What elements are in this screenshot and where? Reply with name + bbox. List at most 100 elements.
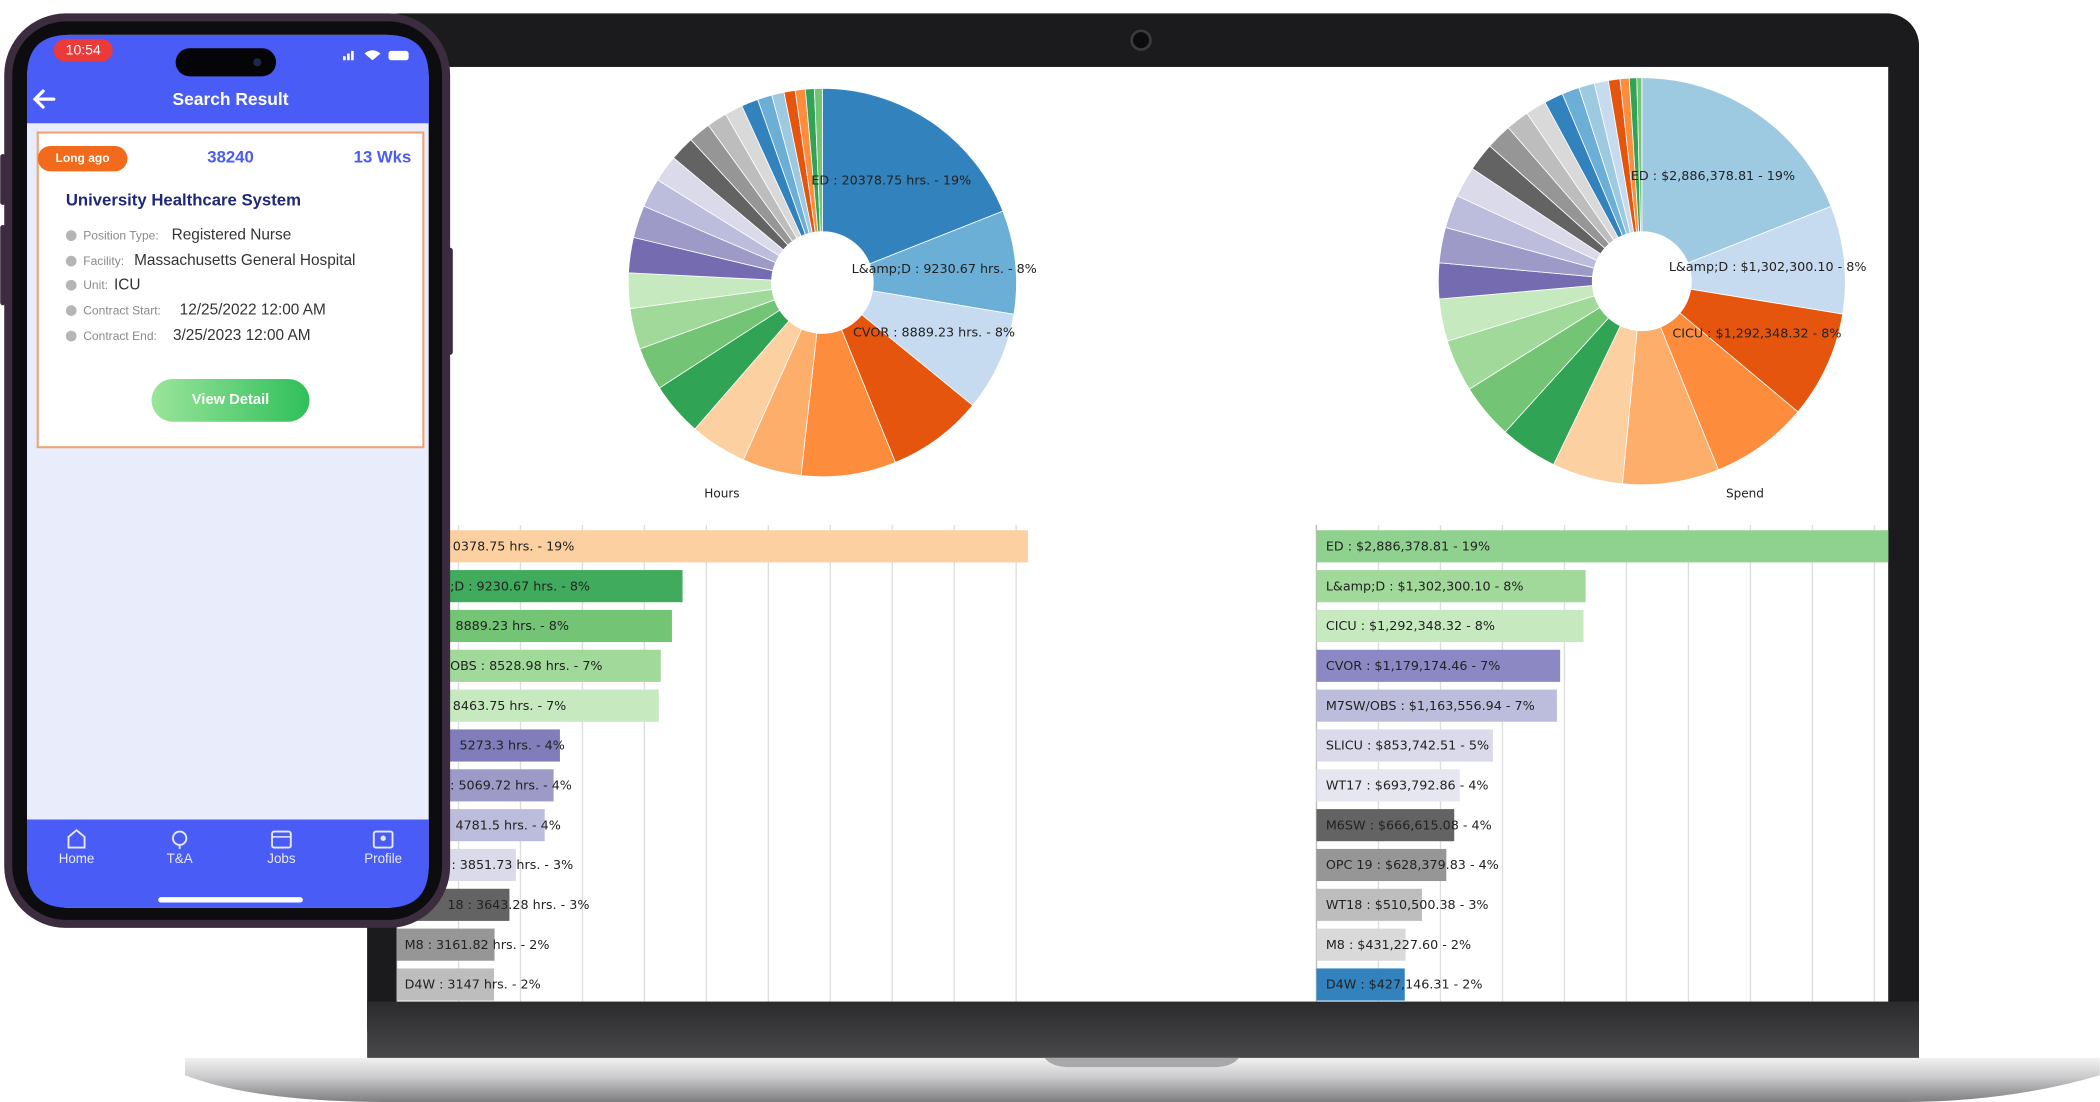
button-label: View Detail	[192, 392, 269, 408]
bar-label: ED : $2,886,378.81 - 19%	[1326, 538, 1490, 553]
laptop-base	[185, 1057, 2100, 1102]
bar-label: M8 : $431,227.60 - 2%	[1326, 937, 1471, 952]
laptop-notch	[1044, 1057, 1239, 1068]
bar	[1316, 928, 1406, 961]
job-duration: 13 Wks	[354, 147, 412, 166]
field-label: Position Type:	[83, 229, 158, 243]
nav-item[interactable]: T&A	[167, 830, 193, 867]
status-icons	[343, 50, 409, 61]
bar-label: WT18 : $510,500.38 - 3%	[1326, 897, 1489, 912]
bar-chart: 0378.75 hrs. - 19% ;D : 9230.67 hrs. - 8%…	[396, 524, 1028, 1002]
pie-chart: ED : 20378.75 hrs. - 19% L&amp;D : 9230.6…	[627, 87, 1037, 501]
bar	[1316, 848, 1447, 882]
bar-label: : 3851.73 hrs. - 3%	[451, 857, 573, 872]
bar-label: ;D : 9230.67 hrs. - 8%	[450, 578, 590, 593]
chart-title: Hours	[704, 487, 739, 501]
pie-slice	[821, 87, 1004, 265]
bar-label: WT17 : $693,792.86 - 4%	[1326, 777, 1489, 792]
field-value: ICU	[114, 276, 140, 293]
bar	[1316, 888, 1422, 921]
nav-label: Jobs	[267, 851, 296, 866]
status-time: 10:54	[66, 42, 101, 58]
slice-label: ED : 20378.75 hrs. - 19%	[811, 173, 971, 188]
front-camera	[253, 58, 262, 67]
bar-label: 4781.5 hrs. - 4%	[455, 817, 560, 832]
field-value: Massachusetts General Hospital	[134, 252, 355, 269]
bar	[1316, 689, 1557, 722]
bar-label: D4W : $427,146.31 - 2%	[1326, 977, 1483, 992]
job-title: University Healthcare System	[66, 190, 301, 209]
phone-button	[0, 224, 6, 306]
field-label: Unit:	[83, 278, 108, 292]
bottom-nav	[27, 819, 429, 908]
bar	[1316, 570, 1586, 603]
pie-chart: ED : $2,886,378.81 - 19% L&amp;D : $1,302…	[1437, 77, 1867, 501]
chart-title: Spend	[1726, 487, 1764, 501]
dynamic-island	[175, 48, 277, 77]
badge-text: Long ago	[55, 151, 109, 165]
bar	[1316, 649, 1561, 682]
pie-slice	[1687, 205, 1846, 315]
bar-label: CVOR : $1,179,174.46 - 7%	[1326, 658, 1500, 673]
slice-label: L&amp;D : $1,302,300.10 - 8%	[1669, 259, 1867, 274]
time-pill	[53, 38, 113, 62]
field-label: Facility:	[83, 254, 124, 268]
field-value: 3/25/2023 12:00 AM	[173, 327, 311, 344]
field: Position Type: Registered Nurse	[65, 227, 292, 244]
home-indicator	[158, 897, 303, 903]
field-value: Registered Nurse	[172, 227, 292, 244]
bar	[1316, 530, 1889, 563]
camera	[1130, 29, 1152, 51]
nav-label: Home	[59, 851, 95, 866]
bar	[1316, 968, 1405, 1001]
bar-chart: ED : $2,886,378.81 - 19% L&amp;D : $1,302…	[1315, 524, 1889, 1002]
laptop-bezel	[367, 1001, 1920, 1061]
bar-label: L&amp;D : $1,302,300.10 - 8%	[1326, 578, 1524, 593]
bar	[396, 968, 495, 1001]
field-value: 12/25/2022 12:00 AM	[180, 302, 326, 319]
bar	[396, 530, 1028, 563]
bar-label: 5273.3 hrs. - 4%	[459, 738, 564, 753]
pie-slice	[1636, 77, 1643, 233]
field: Unit: ICU	[65, 276, 141, 293]
badge	[37, 145, 128, 172]
bar-label: 18 : 3643.28 hrs. - 3%	[447, 897, 589, 912]
nav-item[interactable]: Profile	[364, 830, 402, 867]
pie-slice	[1641, 77, 1832, 264]
pie-slice	[869, 210, 1017, 315]
bar-label: 8889.23 hrs. - 8%	[455, 618, 568, 633]
field: Facility: Massachusetts General Hospital	[65, 252, 355, 269]
slice-label: ED : $2,886,378.81 - 19%	[1631, 168, 1795, 183]
job-id: 38240	[207, 147, 254, 166]
slice-label: CVOR : 8889.23 hrs. - 8%	[853, 325, 1015, 340]
nav-label: T&A	[167, 851, 193, 866]
nav-item[interactable]: Jobs	[267, 830, 296, 867]
bar-label: SLICU : $853,742.51 - 5%	[1326, 738, 1489, 753]
bar-label: CICU : $1,292,348.32 - 8%	[1326, 618, 1495, 633]
bar	[1316, 769, 1460, 802]
bar	[1316, 809, 1455, 842]
app-header	[27, 34, 429, 124]
bar	[1316, 729, 1493, 762]
dashboard: ED : 20378.75 hrs. - 19% L&amp;D : 9230.6…	[396, 77, 1889, 1002]
bar-label: M7SW/OBS : $1,163,556.94 - 7%	[1326, 698, 1535, 713]
bar-label: : 5069.72 hrs. - 4%	[450, 777, 572, 792]
bar-label: M8 : 3161.82 hrs. - 2%	[405, 937, 550, 952]
phone: 10:54 Search Result Long ago 38240 13 Wk…	[0, 13, 453, 928]
slice-label: CICU : $1,292,348.32 - 8%	[1672, 325, 1841, 340]
bar	[396, 928, 495, 961]
nav-item[interactable]: Home	[59, 828, 95, 866]
view-detail-button[interactable]	[151, 378, 310, 422]
field-label: Contract Start:	[83, 304, 161, 318]
bar-label: OPC 19 : $628,379.83 - 4%	[1326, 857, 1499, 872]
back-button[interactable]	[32, 89, 56, 109]
slice-label: L&amp;D : 9230.67 hrs. - 8%	[852, 261, 1037, 276]
field: Contract End: 3/25/2023 12:00 AM	[65, 327, 311, 344]
field-label: Contract End:	[83, 329, 157, 343]
pie-slice	[1679, 288, 1844, 413]
bar	[1316, 609, 1584, 643]
field: Contract Start: 12/25/2022 12:00 AM	[65, 302, 326, 319]
header-title: Search Result	[173, 89, 289, 109]
